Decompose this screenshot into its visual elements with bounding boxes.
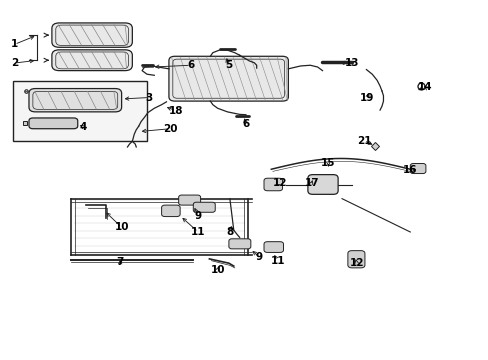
Text: 9: 9 xyxy=(255,252,262,262)
Text: 3: 3 xyxy=(145,93,153,103)
Text: 20: 20 xyxy=(163,124,177,134)
Text: 6: 6 xyxy=(187,60,194,70)
FancyBboxPatch shape xyxy=(193,202,215,212)
FancyBboxPatch shape xyxy=(52,50,132,71)
FancyBboxPatch shape xyxy=(29,118,78,129)
FancyBboxPatch shape xyxy=(228,239,250,249)
Text: 5: 5 xyxy=(224,60,232,70)
FancyBboxPatch shape xyxy=(307,175,337,194)
FancyBboxPatch shape xyxy=(161,205,180,217)
Text: 1: 1 xyxy=(11,40,18,49)
FancyBboxPatch shape xyxy=(168,56,288,101)
Text: 14: 14 xyxy=(417,82,431,92)
Text: 21: 21 xyxy=(356,136,370,145)
FancyBboxPatch shape xyxy=(264,242,283,252)
Bar xyxy=(13,81,147,140)
FancyBboxPatch shape xyxy=(347,251,364,268)
FancyBboxPatch shape xyxy=(178,195,200,205)
FancyBboxPatch shape xyxy=(264,178,282,191)
Text: 11: 11 xyxy=(270,256,285,266)
Text: 18: 18 xyxy=(169,106,183,116)
FancyBboxPatch shape xyxy=(52,23,132,47)
Text: 16: 16 xyxy=(402,165,417,175)
Text: 10: 10 xyxy=(210,265,224,275)
Text: 13: 13 xyxy=(344,58,358,68)
Text: 6: 6 xyxy=(242,120,249,129)
Text: 17: 17 xyxy=(304,177,319,188)
FancyBboxPatch shape xyxy=(409,163,425,174)
Text: 19: 19 xyxy=(360,93,374,103)
Text: 12: 12 xyxy=(349,258,363,268)
Text: 15: 15 xyxy=(321,158,335,168)
Text: 9: 9 xyxy=(194,211,202,221)
FancyBboxPatch shape xyxy=(29,89,122,112)
Text: 12: 12 xyxy=(272,177,286,188)
Text: 2: 2 xyxy=(11,58,18,68)
Text: 7: 7 xyxy=(116,257,123,267)
Text: 11: 11 xyxy=(190,227,205,237)
Text: 8: 8 xyxy=(226,227,233,237)
Text: 10: 10 xyxy=(114,222,129,232)
Text: 4: 4 xyxy=(80,122,87,132)
